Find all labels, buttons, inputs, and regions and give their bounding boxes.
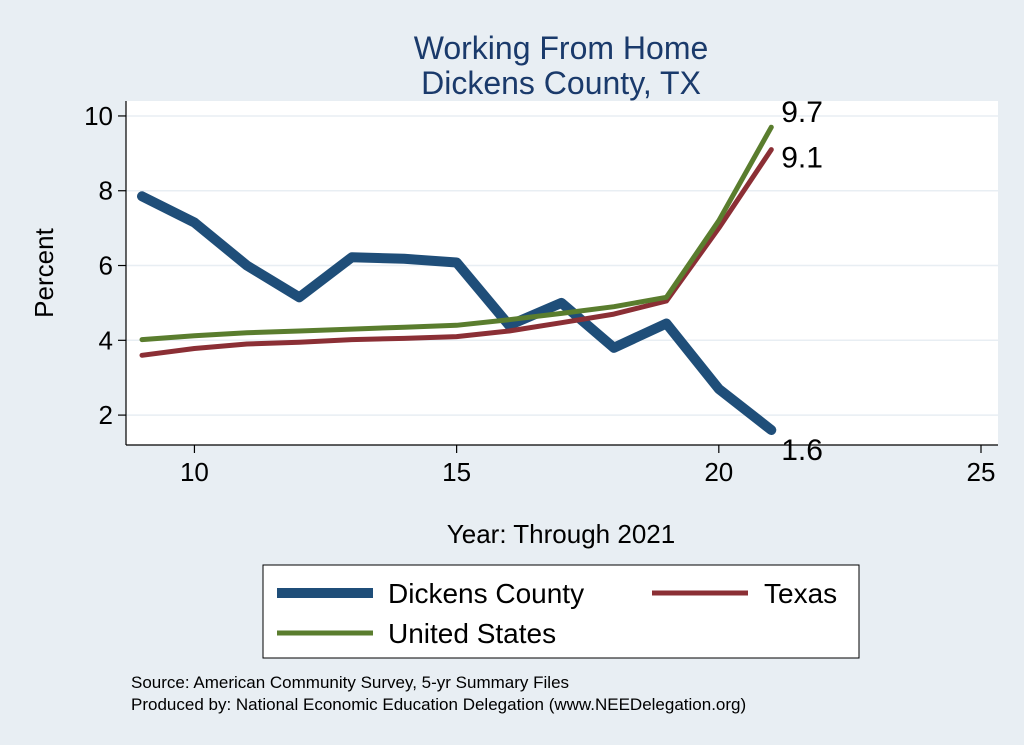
- x-tick-label-10: 10: [180, 457, 209, 487]
- series-line-dickens-county: [137, 191, 777, 435]
- x-tick-label-25: 25: [967, 457, 996, 487]
- legend-label-dickens-county: Dickens County: [388, 578, 584, 609]
- y-tick-label-6: 6: [99, 251, 113, 281]
- legend-label-united-states: United States: [388, 618, 556, 649]
- y-tick-label-10: 10: [84, 101, 113, 131]
- gridlines: [126, 115, 998, 416]
- end-labels: 1.6 9.1 9.7: [781, 96, 823, 467]
- end-label-dickens-county: 1.6: [781, 434, 823, 467]
- legend-box: [262, 564, 860, 659]
- plot-area: [126, 101, 998, 445]
- y-tick-label-4: 4: [99, 325, 113, 355]
- source-note: Source: American Community Survey, 5-yr …: [131, 673, 569, 692]
- series-layer: [137, 124, 777, 435]
- legend-label-texas: Texas: [764, 578, 837, 609]
- y-tick-label-8: 8: [99, 176, 113, 206]
- end-label-united-states: 9.7: [781, 96, 823, 129]
- x-axis-title: Year: Through 2021: [447, 519, 675, 549]
- series-line-united-states: [139, 124, 774, 343]
- end-label-texas: 9.1: [781, 142, 823, 175]
- x-axis-ticks: 10 15 20 25: [180, 445, 995, 487]
- producer-note: Produced by: National Economic Education…: [131, 695, 746, 714]
- y-tick-label-2: 2: [99, 400, 113, 430]
- chart-title-line-2: Dickens County, TX: [421, 65, 701, 101]
- legend: Dickens County Texas United States: [262, 564, 860, 659]
- y-axis-ticks: 2 4 6 8 10: [84, 101, 126, 430]
- series-line-texas: [139, 147, 774, 358]
- y-axis-title: Percent: [29, 227, 59, 317]
- x-tick-label-15: 15: [442, 457, 471, 487]
- chart-title-line-1: Working From Home: [414, 30, 709, 66]
- x-tick-label-20: 20: [704, 457, 733, 487]
